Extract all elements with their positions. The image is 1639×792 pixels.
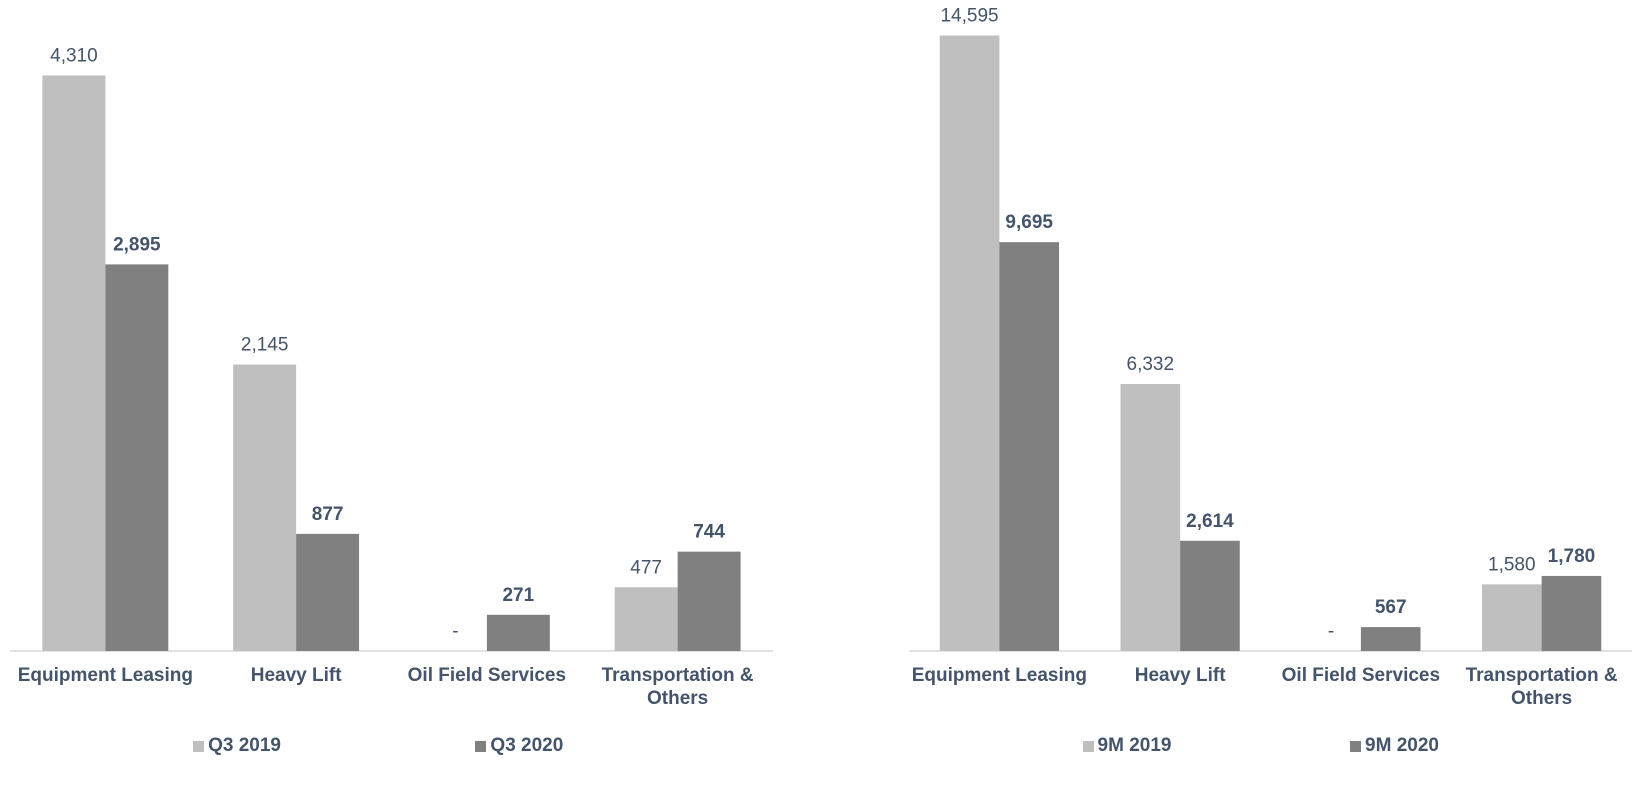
bar	[1481, 584, 1542, 651]
legend-item: Q3 2020	[475, 735, 563, 757]
x-tick-label: Heavy Lift	[250, 665, 342, 686]
x-tick-label: Equipment Leasing	[911, 665, 1087, 686]
data-label: 2,895	[113, 234, 161, 255]
bar	[296, 533, 360, 651]
bar	[105, 264, 169, 651]
data-label: 271	[502, 585, 534, 606]
bar	[677, 551, 741, 651]
x-tick-label: Transportation & Others	[601, 665, 754, 709]
legend-swatch	[193, 740, 205, 752]
bar	[614, 587, 678, 651]
data-label: 477	[630, 557, 662, 578]
data-label: 744	[693, 522, 725, 543]
legend-swatch	[1082, 740, 1094, 752]
legend-label: 9M 2020	[1365, 735, 1439, 756]
data-label: 9,695	[1005, 212, 1053, 233]
bar	[233, 364, 297, 651]
bar	[486, 614, 550, 651]
legend-label: 9M 2019	[1097, 735, 1172, 756]
bar	[999, 242, 1060, 651]
x-tick-label: Oil Field Services	[1281, 665, 1441, 686]
legend-swatch	[1350, 740, 1362, 752]
legend-item: 9M 2019	[1082, 735, 1172, 757]
data-label: 6,332	[1127, 354, 1175, 375]
bar	[1120, 383, 1181, 651]
legend-item: Q3 2019	[193, 735, 281, 757]
data-label: 4,310	[50, 45, 98, 66]
bar	[939, 35, 1000, 651]
legend-item: 9M 2020	[1350, 735, 1439, 757]
data-label: 2,145	[241, 335, 289, 356]
x-tick-label: Heavy Lift	[1134, 665, 1226, 686]
legend-label: Q3 2020	[490, 735, 564, 756]
data-label: 14,595	[940, 6, 998, 27]
bar	[42, 75, 106, 651]
bar	[1360, 627, 1421, 651]
bar	[1180, 540, 1240, 651]
x-tick-label: Equipment Leasing	[17, 665, 193, 686]
data-label: 567	[1375, 597, 1407, 618]
data-label: 877	[312, 504, 344, 525]
data-label: 2,614	[1186, 511, 1234, 532]
x-tick-label: Transportation & Others	[1465, 665, 1618, 709]
legend-label: Q3 2019	[208, 735, 282, 756]
legend-swatch	[475, 740, 487, 752]
data-label: 1,580	[1488, 554, 1536, 575]
data-label: 1,780	[1548, 546, 1596, 567]
data-label: -	[1328, 621, 1334, 642]
data-label: -	[452, 621, 458, 642]
bar	[1541, 575, 1602, 651]
x-tick-label: Oil Field Services	[407, 665, 567, 686]
